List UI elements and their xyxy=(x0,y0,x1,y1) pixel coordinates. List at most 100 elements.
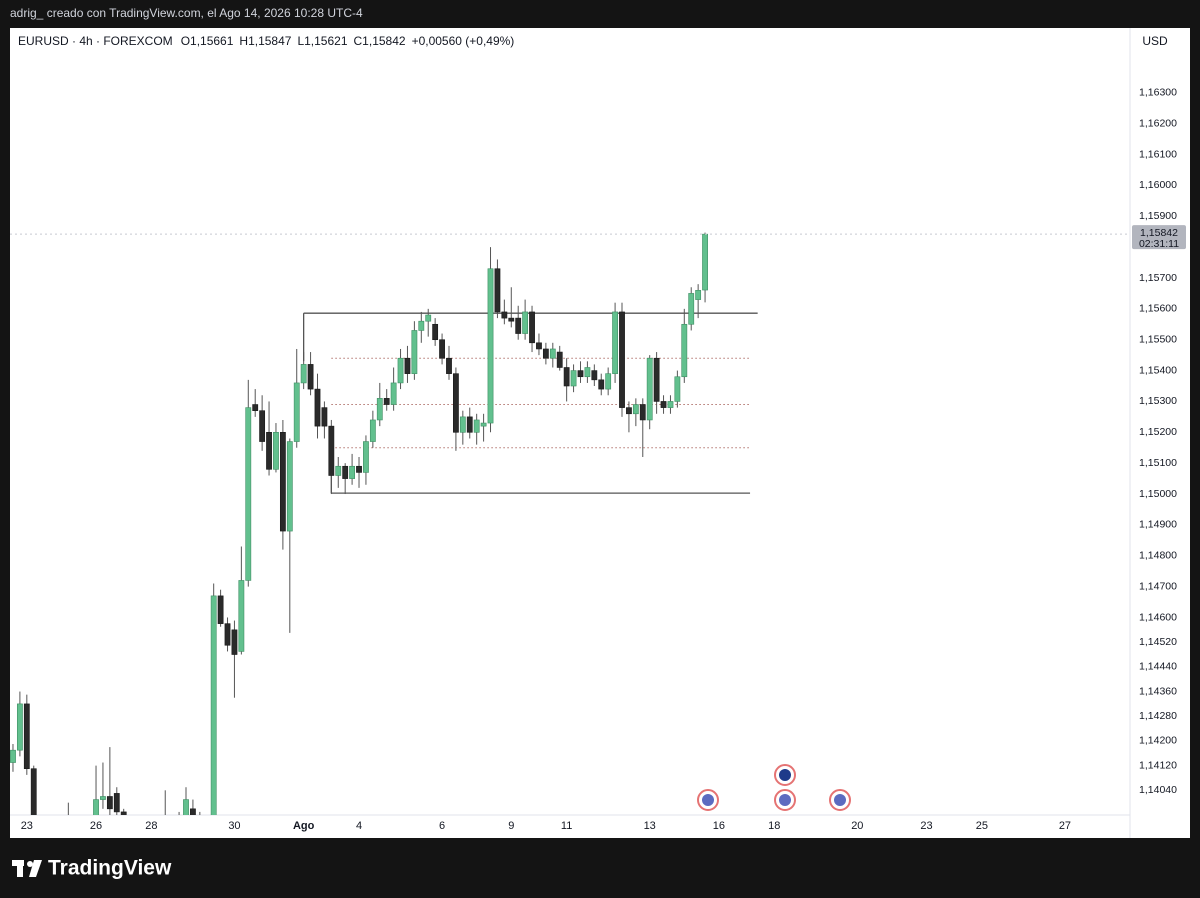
plot xyxy=(10,232,758,815)
candle-body xyxy=(383,398,390,405)
y-tick-label: 1,15300 xyxy=(1139,395,1177,407)
candle-body xyxy=(702,233,708,291)
candle-body xyxy=(210,595,217,815)
candle-body xyxy=(397,357,404,384)
candle-body xyxy=(542,348,549,359)
candle-body xyxy=(466,416,473,433)
price-tag xyxy=(1132,225,1186,250)
logo xyxy=(27,861,33,867)
currency: USD xyxy=(1142,34,1168,48)
flag xyxy=(779,769,791,781)
x-tick-label: 23 xyxy=(21,820,33,832)
candle-body xyxy=(598,379,605,390)
candle-body xyxy=(279,432,286,532)
candle-body xyxy=(30,768,37,815)
x-tick-label: 11 xyxy=(561,820,572,832)
candle-body xyxy=(231,629,238,655)
candle-body xyxy=(515,317,522,334)
candle-body xyxy=(183,799,189,815)
candle-body xyxy=(245,407,252,581)
candle-body xyxy=(646,357,653,421)
candle-body xyxy=(376,398,383,421)
candle-body xyxy=(363,441,369,473)
candle-body xyxy=(314,388,321,427)
candle-body xyxy=(356,465,362,473)
candle-body xyxy=(626,407,632,415)
y-tick-label: 1,14200 xyxy=(1139,735,1177,747)
candle-body xyxy=(335,465,342,476)
candle-body xyxy=(259,410,266,442)
x-tick-label: 25 xyxy=(976,820,988,832)
candle-body xyxy=(619,311,625,408)
candle-body xyxy=(273,432,279,470)
candle-body xyxy=(508,317,515,322)
candle-body xyxy=(439,339,445,359)
candle-body xyxy=(480,422,487,427)
last-price-label: 1,15842 xyxy=(1140,227,1178,239)
candle-body xyxy=(328,425,335,476)
candle-body xyxy=(494,268,501,313)
candle-body xyxy=(674,376,681,402)
candle-body xyxy=(584,367,591,378)
candle-body xyxy=(453,373,459,433)
candle-body xyxy=(321,407,328,427)
x-tick-label: Ago xyxy=(293,820,315,832)
candle-body xyxy=(300,364,307,384)
symbol: EURUSD · 4h · FOREXCOM xyxy=(18,34,173,48)
y-tick-label: 1,14120 xyxy=(1139,759,1177,771)
x-tick-label: 4 xyxy=(356,820,362,832)
x-tick-label: 23 xyxy=(920,820,932,832)
ohlc-close: C1,15842 xyxy=(354,34,406,48)
chart-header: EURUSD · 4h · FOREXCOM O1,15661 H1,15847 L1… xyxy=(18,34,514,48)
candle-body xyxy=(591,370,598,381)
x-tick-label: 28 xyxy=(145,820,157,832)
candle-body xyxy=(501,311,508,319)
candle-body xyxy=(369,419,376,442)
candle-body xyxy=(106,796,113,810)
event-icons xyxy=(697,764,851,811)
y-tick-label: 1,15500 xyxy=(1139,333,1177,345)
candle-body xyxy=(660,401,667,408)
candle-body xyxy=(93,799,99,815)
candle-body xyxy=(100,796,106,800)
y-tick-label: 1,15600 xyxy=(1139,303,1177,315)
flag xyxy=(702,794,714,806)
candle-body xyxy=(404,357,411,374)
y-tick-label: 1,16100 xyxy=(1139,148,1177,160)
candle-body xyxy=(307,364,314,390)
candle-body xyxy=(612,311,618,374)
y-tick-label: 1,14700 xyxy=(1139,580,1177,592)
candle-body xyxy=(681,323,688,378)
y-tick-label: 1,16200 xyxy=(1139,117,1177,129)
brand-name: TradingView xyxy=(48,857,172,880)
ohlc-low: L1,15621 xyxy=(297,34,347,48)
candle-body xyxy=(238,580,245,652)
candle-body xyxy=(10,749,16,763)
y-tick-label: 1,16000 xyxy=(1139,179,1177,191)
y-tick-label: 1,14520 xyxy=(1139,636,1177,648)
candle-body xyxy=(23,703,30,770)
y-tick-label: 1,14600 xyxy=(1139,611,1177,623)
countdown: 02:31:11 xyxy=(1139,238,1179,250)
y-tick-label: 1,14900 xyxy=(1139,519,1177,531)
candle-body xyxy=(390,382,397,405)
y-tick-label: 1,15900 xyxy=(1139,210,1177,222)
candle-body xyxy=(459,416,466,433)
ohlc-open: O1,15661 xyxy=(181,34,234,48)
flag xyxy=(779,794,791,806)
y-tick-label: 1,14440 xyxy=(1139,661,1177,673)
x-tick-label: 13 xyxy=(644,820,656,832)
candle-body xyxy=(286,441,293,532)
logo xyxy=(29,860,42,877)
x-tick-label: 27 xyxy=(1059,820,1071,832)
candle-body xyxy=(425,314,432,322)
x-tick-label: 26 xyxy=(90,820,102,832)
candle-body xyxy=(446,357,452,374)
ohlc-high: H1,15847 xyxy=(239,34,291,48)
y-tick-label: 1,15000 xyxy=(1139,488,1177,500)
x-tick-label: 9 xyxy=(508,820,514,832)
candle-body xyxy=(411,330,418,374)
candle-body xyxy=(266,432,272,470)
candle-body xyxy=(418,320,425,331)
